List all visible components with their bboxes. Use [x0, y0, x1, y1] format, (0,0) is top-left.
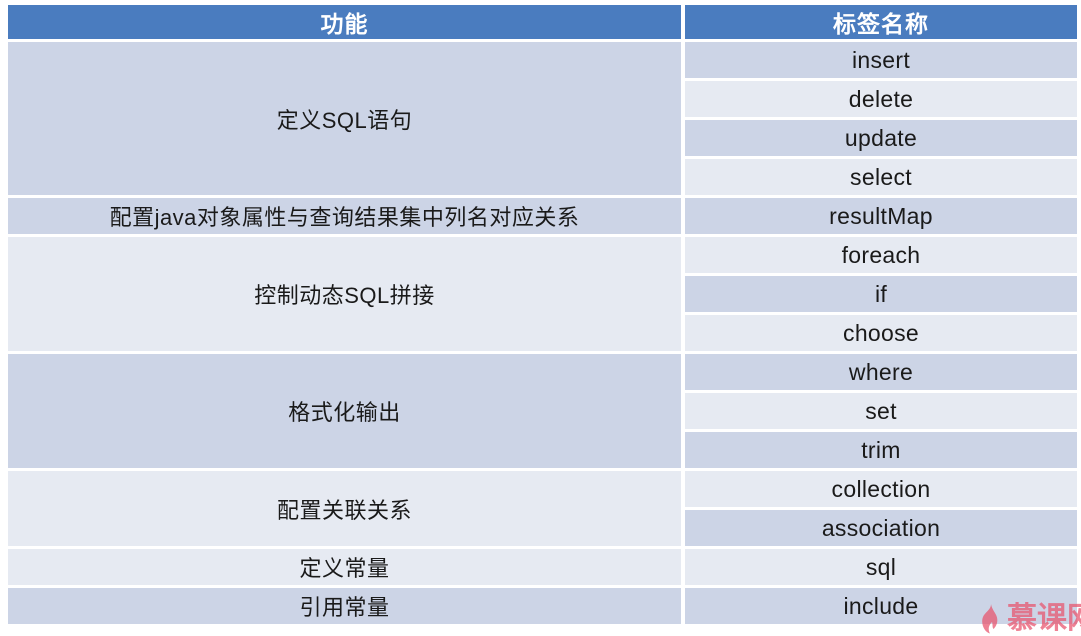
column-header-tag-name: 标签名称	[685, 5, 1077, 39]
table-row: 定义SQL语句 insert	[8, 42, 1077, 195]
tag-cell: include	[685, 588, 1077, 624]
table-row: update	[8, 120, 1077, 156]
function-cell: 配置java对象属性与查询结果集中列名对应关系	[8, 198, 681, 234]
column-header-function: 功能	[8, 5, 681, 39]
table-row: 定义常量 sql	[8, 549, 1077, 585]
table-row: if	[8, 276, 1077, 312]
function-cell: 引用常量	[8, 588, 681, 624]
table-row: association	[8, 510, 1077, 546]
table-row: choose	[8, 315, 1077, 351]
table-row: select	[8, 159, 1077, 195]
tag-cell: foreach	[685, 237, 1077, 273]
table-row: 控制动态SQL拼接 foreach	[8, 237, 1077, 351]
tag-cell: delete	[685, 81, 1077, 117]
mybatis-tag-reference-table: 功能 标签名称 定义SQL语句 insert delete update sel…	[4, 2, 1081, 627]
tag-cell: trim	[685, 432, 1077, 468]
tag-cell: if	[685, 276, 1077, 312]
table-row: 格式化输出 where	[8, 354, 1077, 468]
function-cell: 定义SQL语句	[8, 42, 681, 195]
table-row: trim	[8, 432, 1077, 468]
function-cell: 配置关联关系	[8, 471, 681, 546]
table-row: set	[8, 393, 1077, 429]
function-cell: 格式化输出	[8, 354, 681, 468]
tag-cell: where	[685, 354, 1077, 390]
tag-cell: select	[685, 159, 1077, 195]
tag-cell: resultMap	[685, 198, 1077, 234]
tag-cell: update	[685, 120, 1077, 156]
tag-cell: sql	[685, 549, 1077, 585]
tag-cell: association	[685, 510, 1077, 546]
tag-cell: set	[685, 393, 1077, 429]
table-row: 引用常量 include	[8, 588, 1077, 624]
function-cell: 控制动态SQL拼接	[8, 237, 681, 351]
table-row: delete	[8, 81, 1077, 117]
tag-cell: insert	[685, 42, 1077, 78]
function-cell: 定义常量	[8, 549, 681, 585]
table-header-row: 功能 标签名称	[8, 5, 1077, 39]
table-row: 配置关联关系 collection	[8, 471, 1077, 546]
table-row: 配置java对象属性与查询结果集中列名对应关系 resultMap	[8, 198, 1077, 234]
tag-cell: collection	[685, 471, 1077, 507]
tag-cell: choose	[685, 315, 1077, 351]
